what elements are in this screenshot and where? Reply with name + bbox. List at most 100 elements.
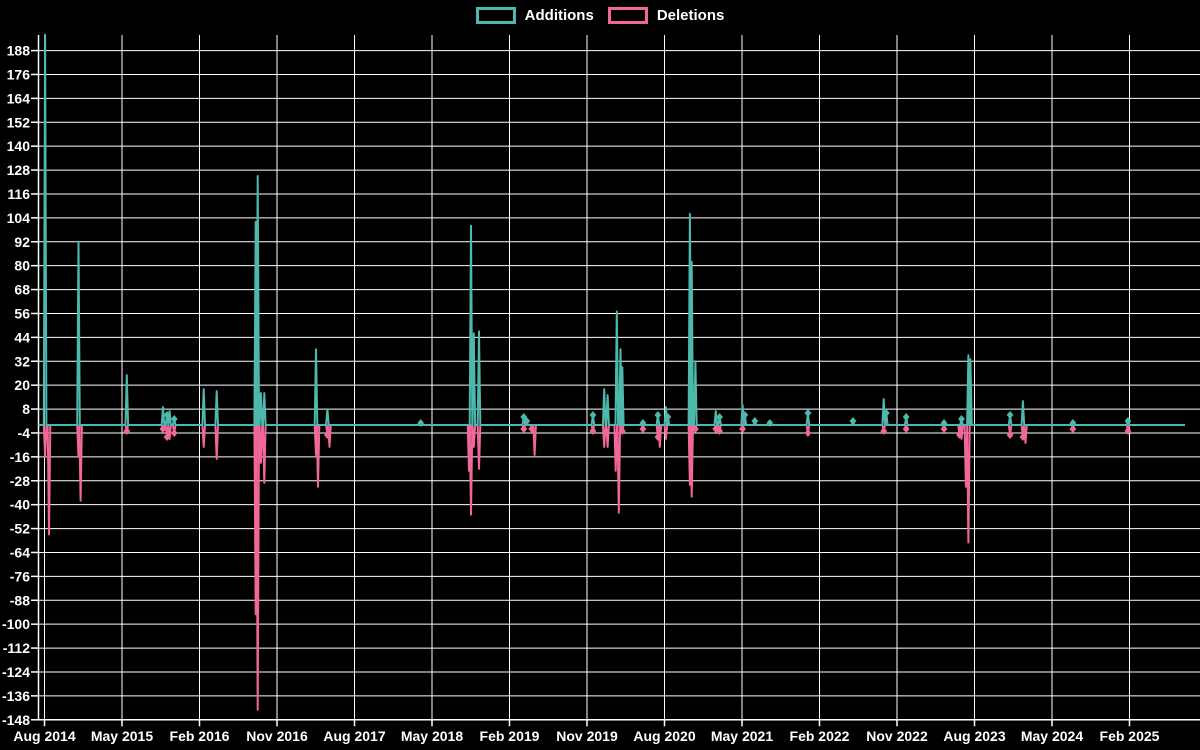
point-marker-icon xyxy=(880,426,888,435)
point-marker-icon xyxy=(654,432,662,441)
point-marker-icon xyxy=(664,413,672,422)
point-marker-icon xyxy=(804,428,812,437)
point-marker-icon xyxy=(716,426,723,435)
point-marker-icon xyxy=(940,424,948,433)
point-marker-icon xyxy=(958,415,965,424)
point-marker-icon xyxy=(170,428,178,437)
point-marker-icon xyxy=(170,415,178,424)
point-marker-icon xyxy=(766,419,774,428)
y-tick-label: -100 xyxy=(2,616,30,632)
point-marker-icon xyxy=(902,413,910,422)
y-tick-label: 164 xyxy=(7,90,31,106)
point-marker-icon xyxy=(692,424,699,433)
point-marker-icon xyxy=(528,424,536,433)
y-tick-label: 92 xyxy=(14,234,30,250)
y-tick-label: -16 xyxy=(10,449,30,465)
y-tick-label: 68 xyxy=(14,282,30,298)
vertical-gridlines xyxy=(44,35,1130,720)
y-tick-label: -76 xyxy=(10,568,30,584)
y-tick-label: -88 xyxy=(10,592,30,608)
x-tick-label: Feb 2019 xyxy=(480,728,540,744)
y-tick-label: 56 xyxy=(14,305,30,321)
y-tick-label: -40 xyxy=(10,497,30,513)
x-axis-labels: Aug 2014 May 2015 Feb 2016 Nov 2016 Aug 2017… xyxy=(13,728,1159,744)
y-tick-label: -4 xyxy=(18,425,31,441)
additions-line xyxy=(38,33,1185,426)
point-marker-icon xyxy=(804,409,812,418)
point-marker-icon xyxy=(639,424,647,433)
y-tick-marks xyxy=(31,49,39,721)
point-marker-icon xyxy=(956,430,963,439)
y-tick-label: -52 xyxy=(10,521,30,537)
legend-deletions-label: Deletions xyxy=(656,7,725,24)
x-tick-label: Aug 2020 xyxy=(633,728,695,744)
point-marker-icon xyxy=(417,419,425,428)
y-tick-label: 20 xyxy=(14,377,30,393)
point-marker-icon xyxy=(324,430,331,439)
chart-legend: Additions Deletions xyxy=(0,7,1200,24)
y-tick-label: -112 xyxy=(3,640,30,656)
point-marker-icon xyxy=(1069,419,1077,428)
point-marker-icon xyxy=(940,419,948,428)
x-tick-label: Aug 2014 xyxy=(13,728,75,744)
legend-additions-label: Additions xyxy=(524,7,594,24)
point-marker-icon xyxy=(654,411,662,420)
y-tick-label: 176 xyxy=(7,66,31,82)
y-tick-label: 140 xyxy=(7,138,31,154)
point-marker-icon xyxy=(589,411,597,420)
x-tick-label: Feb 2016 xyxy=(170,728,230,744)
additions-swatch-icon xyxy=(475,7,516,24)
x-tick-label: Nov 2022 xyxy=(866,728,928,744)
point-marker-icon xyxy=(849,417,857,426)
y-tick-label: 32 xyxy=(14,353,30,369)
point-marker-icon xyxy=(123,426,131,435)
point-marker-icon xyxy=(739,424,746,433)
point-marker-icon xyxy=(1019,432,1027,441)
point-marker-icon xyxy=(163,411,171,420)
point-marker-icon xyxy=(1006,411,1014,420)
x-tick-label: May 2015 xyxy=(91,728,153,744)
y-tick-label: -136 xyxy=(2,688,30,704)
x-tick-label: Feb 2025 xyxy=(1100,728,1160,744)
point-marker-icon xyxy=(1124,426,1132,435)
point-markers xyxy=(123,409,1132,441)
y-tick-label: 188 xyxy=(7,43,31,59)
y-tick-label: -148 xyxy=(2,712,30,728)
y-tick-label: 152 xyxy=(7,114,31,130)
legend-item-deletions[interactable]: Deletions xyxy=(607,7,725,24)
point-marker-icon xyxy=(751,417,759,426)
point-marker-icon xyxy=(520,424,528,433)
y-tick-label: 128 xyxy=(7,162,31,178)
point-marker-icon xyxy=(741,411,749,420)
point-marker-icon xyxy=(639,419,647,428)
point-marker-icon xyxy=(1006,430,1014,439)
legend-item-additions[interactable]: Additions xyxy=(475,7,594,24)
y-tick-label: -64 xyxy=(10,544,30,560)
axes xyxy=(31,35,1200,721)
y-tick-label: -28 xyxy=(10,473,30,489)
deletions-swatch-icon xyxy=(607,7,648,24)
point-marker-icon xyxy=(902,424,910,433)
point-marker-icon xyxy=(523,417,531,426)
x-tick-label: Feb 2022 xyxy=(790,728,850,744)
x-tick-label: Aug 2023 xyxy=(943,728,1005,744)
y-tick-label: 104 xyxy=(7,210,31,226)
x-tick-label: Aug 2017 xyxy=(323,728,385,744)
x-tick-label: May 2021 xyxy=(711,728,773,744)
y-axis-labels: 188 176 164 152 140 128 116 104 92 80 68 56 44 32 20 8 -… xyxy=(2,43,30,728)
y-tick-label: 44 xyxy=(14,329,30,345)
x-tick-marks xyxy=(43,719,1131,727)
y-tick-label: 8 xyxy=(22,401,30,417)
deletions-line xyxy=(38,424,1185,711)
y-tick-label: 80 xyxy=(14,258,30,274)
y-tick-label: -124 xyxy=(2,664,30,680)
y-tick-label: 116 xyxy=(7,186,30,202)
x-tick-label: May 2024 xyxy=(1021,728,1083,744)
point-marker-icon xyxy=(163,432,171,441)
point-marker-icon xyxy=(589,426,597,435)
point-marker-icon xyxy=(1124,417,1132,426)
point-marker-icon xyxy=(159,424,167,433)
point-marker-icon xyxy=(1069,424,1077,433)
